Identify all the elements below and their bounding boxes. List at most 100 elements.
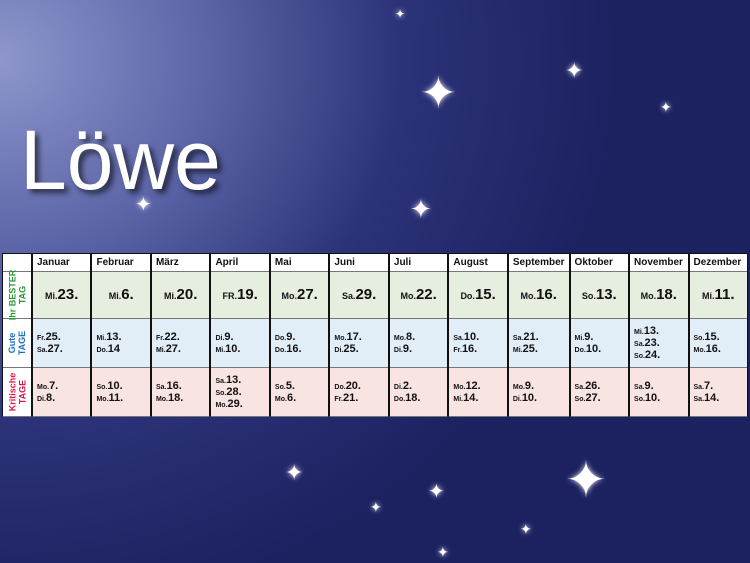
calendar-table: Januar Februar März April Mai Juni Juli August S…: [2, 253, 748, 417]
weekday: Di.: [215, 335, 225, 342]
weekday: Sa.: [693, 396, 705, 403]
good-cell: Mo.17. Di.25.: [330, 319, 388, 368]
date-entry: So.28.: [215, 386, 264, 398]
weekday: Sa.: [574, 384, 586, 391]
date-entry: So.24.: [634, 349, 683, 361]
weekday: Mo.: [37, 384, 50, 391]
day-number: 14.: [463, 392, 479, 404]
good-cell: Mo.8. Di.9.: [389, 319, 448, 368]
good-cell: Sa.10. Fr.16.: [449, 319, 507, 368]
day-number: 14.: [704, 392, 720, 404]
day-number: 27.: [47, 343, 63, 355]
weekday: Mo.: [334, 335, 347, 342]
weekday: Fr.: [453, 347, 462, 354]
star-icon: ✦: [370, 499, 382, 515]
date-entry: Sa.7.: [694, 380, 743, 392]
day-number: 9.: [402, 343, 413, 355]
weekday: So.: [215, 390, 227, 397]
page-title: Löwe: [20, 113, 221, 207]
weekday: Sa.: [155, 384, 167, 391]
star-icon: ✦: [520, 521, 532, 537]
day-number: 9.: [524, 380, 535, 392]
day-number: 16.: [461, 343, 478, 355]
row-label-good: Gute TAGE: [3, 319, 31, 368]
day-number: 25.: [45, 331, 61, 343]
weekday: Mi.: [155, 347, 166, 354]
weekday: Mi.: [512, 347, 523, 354]
date-entry: Do.20.: [334, 380, 383, 392]
day-number: 13.: [225, 374, 242, 386]
good-cell: Fr.25. Sa.27.: [33, 319, 91, 368]
month-header: März: [151, 254, 210, 272]
best-cell: Mo.18.: [630, 272, 688, 319]
date-entry: Mo.8.: [394, 331, 443, 343]
day-number: 15.: [704, 331, 720, 343]
day-number: 27.: [165, 343, 181, 355]
date-entry: Di.9.: [394, 343, 443, 355]
day-number: 21.: [523, 331, 539, 343]
date-entry: Mi.9.: [575, 331, 624, 343]
date-entry: Mo.12.: [453, 380, 502, 392]
weekday: Mi.: [164, 291, 177, 301]
day-number: 15.: [474, 286, 496, 303]
day-number: 13.: [643, 325, 660, 337]
weekday: Do.: [574, 347, 586, 354]
date-entry: Sa.16.: [156, 380, 205, 392]
day-number: 29.: [355, 286, 377, 303]
day-number: 27.: [296, 286, 318, 303]
day-number: 9.: [584, 331, 594, 343]
day-number: 12.: [465, 380, 481, 392]
month-header: Januar: [33, 254, 91, 272]
day-number: 13.: [595, 286, 617, 303]
good-cell: Do.9. Do.16.: [270, 319, 329, 368]
weekday: Mo.: [693, 347, 706, 354]
day-number: 21.: [342, 392, 359, 404]
weekday: Sa.: [215, 378, 226, 385]
weekday: Sa.: [512, 335, 524, 342]
date-entry: Mo.18.: [641, 286, 677, 304]
date-entry: Do.14: [96, 343, 145, 355]
weekday: Mo.: [453, 384, 466, 391]
date-entry: Di.8.: [37, 392, 86, 404]
date-entry: Di.25.: [334, 343, 383, 355]
day-number: 16.: [166, 380, 182, 392]
weekday: Mo.: [393, 335, 406, 342]
weekday: Mo.: [96, 396, 109, 403]
star-icon: ✦: [410, 194, 432, 224]
weekday: Di.: [512, 396, 522, 403]
date-entry: Di.9.: [215, 331, 264, 343]
star-icon: ✦: [660, 99, 672, 115]
date-entry: Mi.11.: [702, 286, 735, 304]
corner-cell: [3, 254, 31, 272]
critical-cell: Do.20. Fr.21.: [330, 368, 388, 417]
star-icon: ✦: [565, 452, 607, 508]
weekday: Do.: [96, 347, 108, 354]
date-entry: Mo.16.: [694, 343, 743, 355]
critical-cell: Mo.7. Di.8.: [33, 368, 91, 417]
weekday: Mi.: [96, 335, 107, 342]
day-number: 22.: [164, 331, 180, 343]
date-entry: Mo.29.: [215, 398, 264, 410]
date-entry: Do.15.: [460, 286, 495, 304]
date-entry: Mi.23.: [45, 286, 78, 304]
day-number: 20.: [345, 380, 361, 392]
weekday: So.: [574, 396, 586, 403]
weekday: So.: [693, 335, 705, 342]
date-entry: Mo.22.: [400, 286, 436, 304]
weekday: Sa.: [341, 291, 356, 301]
day-number: 2.: [402, 380, 413, 392]
month-header: Dezember: [689, 254, 747, 272]
day-number: 27.: [585, 392, 601, 404]
day-number: 20.: [176, 286, 198, 303]
weekday: Sa.: [453, 335, 464, 342]
date-entry: Sa.21.: [513, 331, 565, 343]
day-number: 8.: [45, 392, 56, 404]
date-entry: Mo.9.: [513, 380, 565, 392]
date-entry: Sa.26.: [575, 380, 624, 392]
day-number: 16.: [536, 286, 557, 303]
critical-cell: Sa.16. Mo.18.: [151, 368, 210, 417]
critical-cell: So.5. Mo.6.: [270, 368, 329, 417]
weekday: Do.: [460, 291, 475, 301]
date-entry: Sa.10.: [453, 331, 502, 343]
date-entry: Sa.29.: [342, 286, 376, 304]
